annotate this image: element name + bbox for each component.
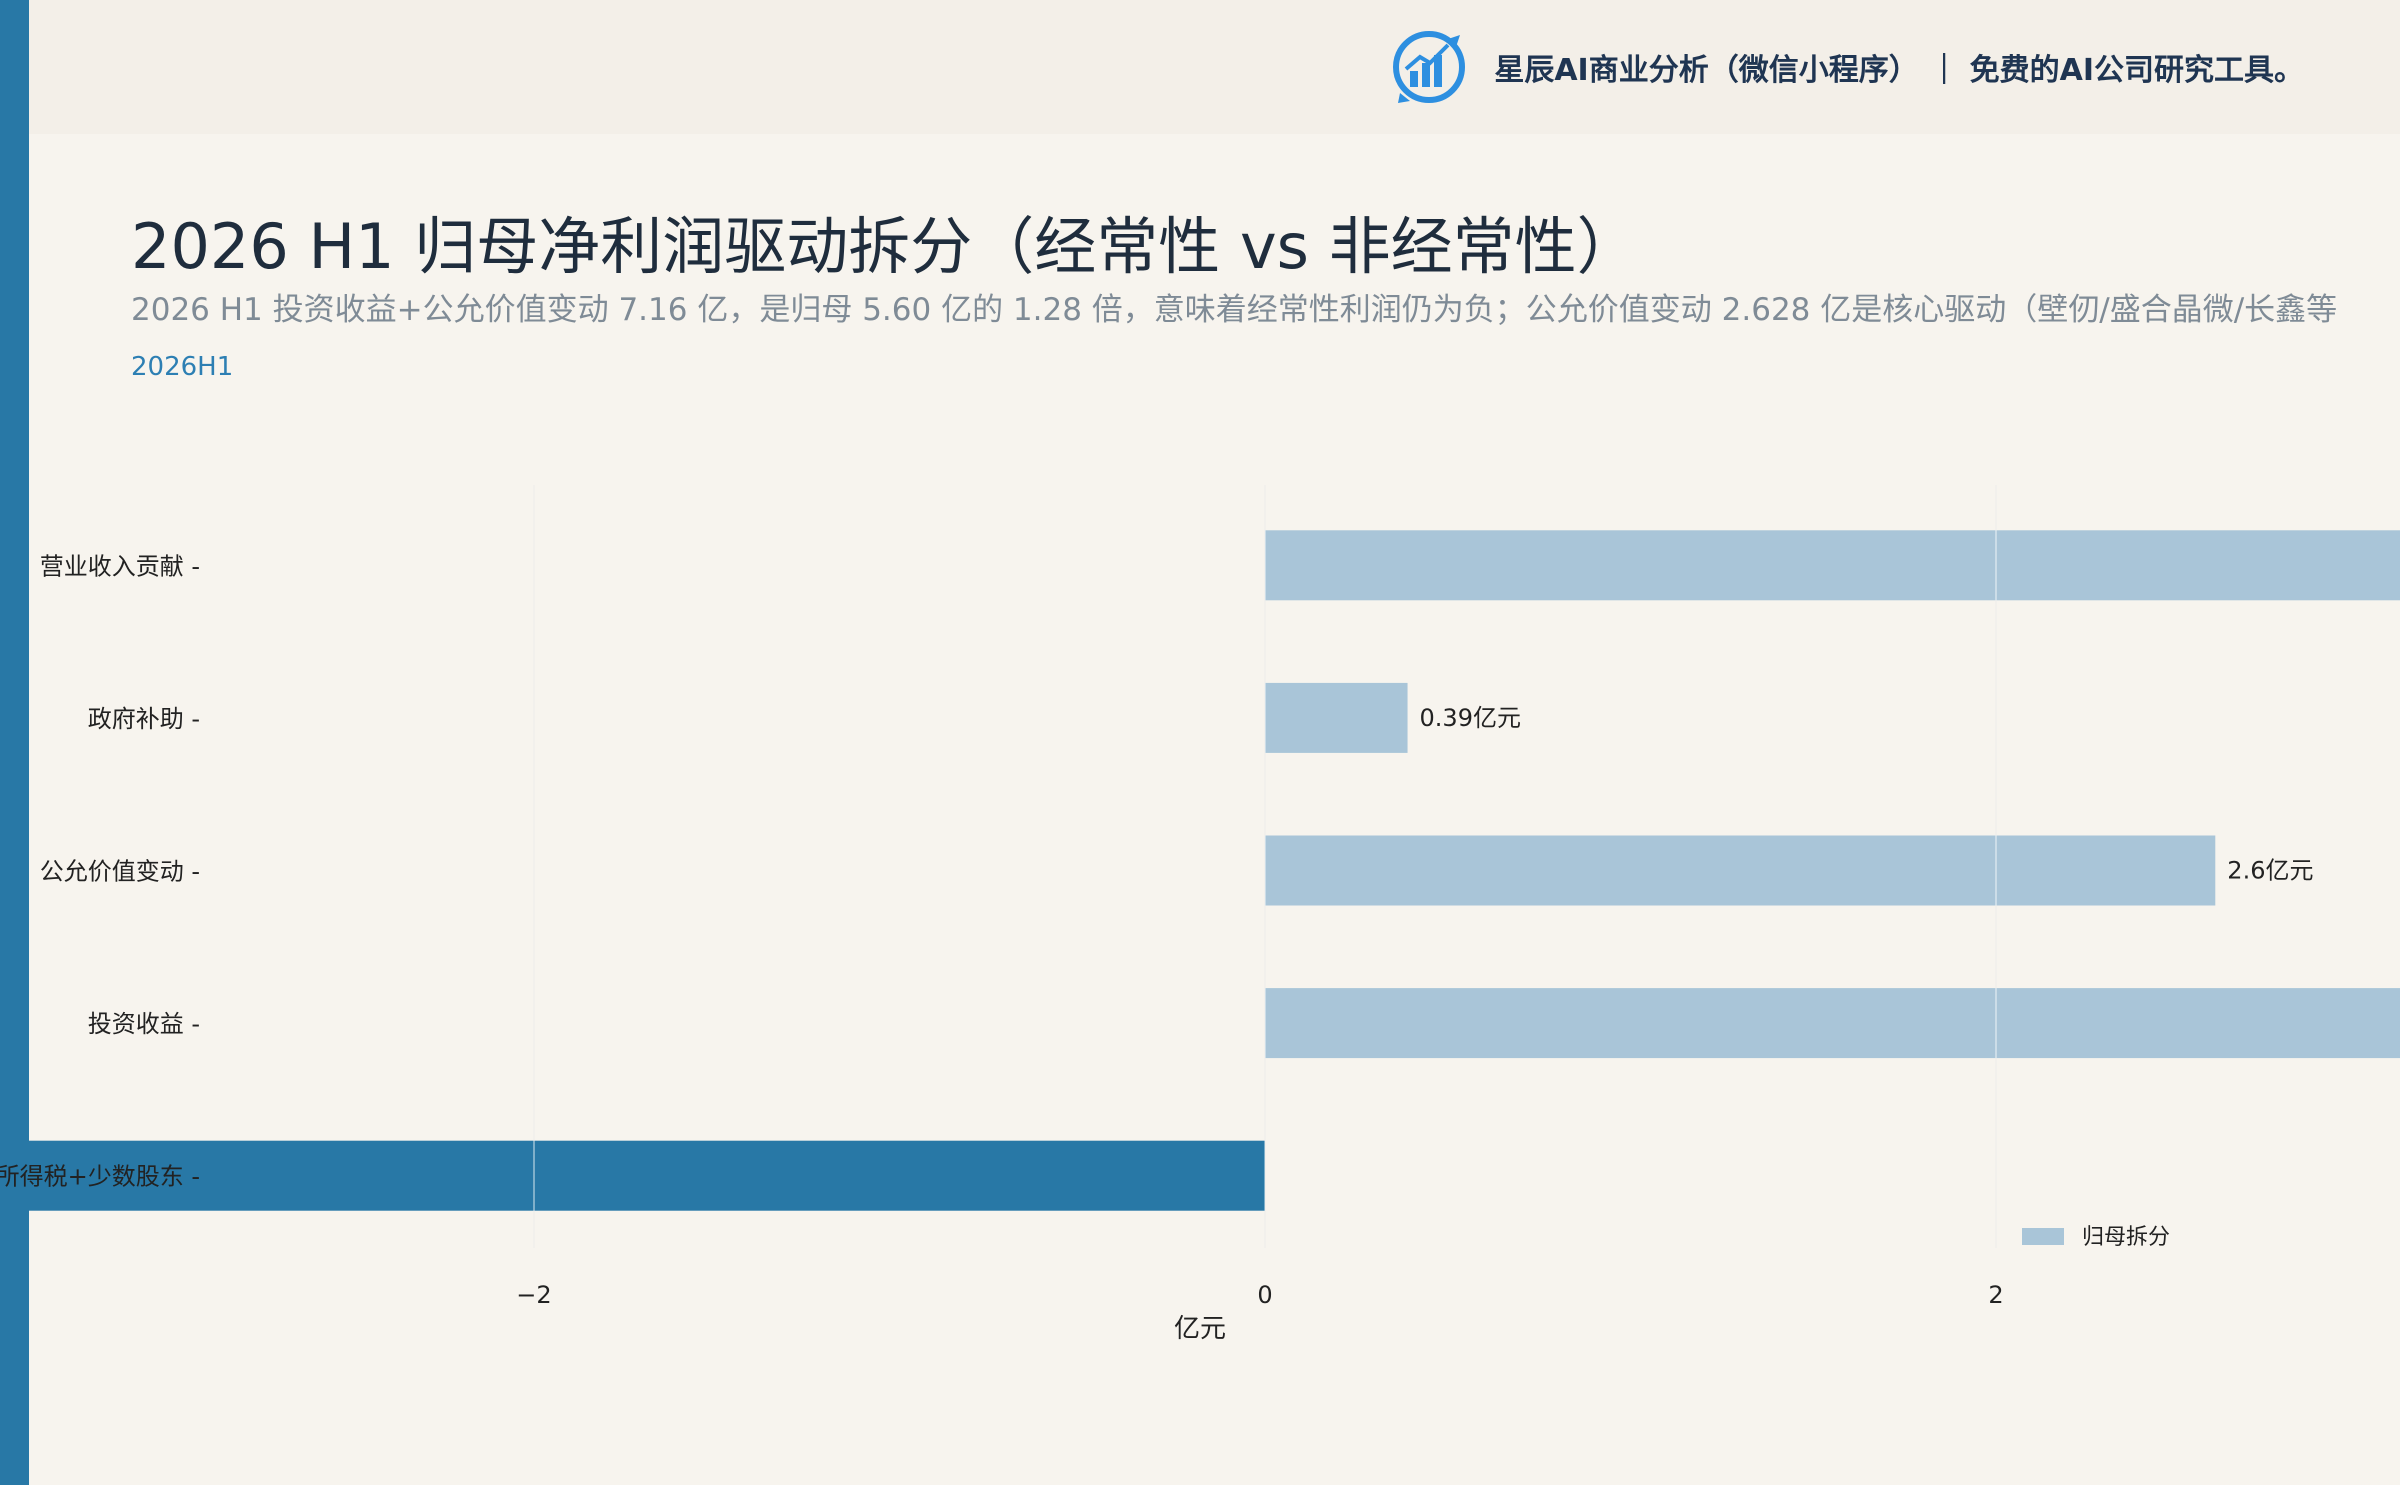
period-label: 2026H1: [131, 352, 234, 382]
x-axis-label: 亿元: [1174, 1314, 1226, 1344]
legend-label: 归母拆分: [2082, 1225, 2170, 1250]
page-subtitle: 2026 H1 投资收益+公允价值变动 7.16 亿，是归母 5.60 亿的 1…: [131, 292, 2338, 328]
bar-0: [1265, 530, 2400, 601]
bar-1: [1265, 682, 1408, 753]
bar-4: [0, 1140, 1265, 1211]
x-tick-label-2: 0: [1257, 1281, 1272, 1309]
value-label-1: 0.39亿元: [1420, 704, 1521, 732]
x-tick-label-1: −2: [516, 1281, 551, 1309]
bar-3: [1265, 988, 2400, 1059]
header-banner: 星辰AI商业分析（微信小程序） ｜ 免费的AI公司研究工具。: [29, 0, 2400, 134]
brand[interactable]: 星辰AI商业分析（微信小程序） ｜ 免费的AI公司研究工具。: [1390, 0, 2304, 134]
bar-2: [1265, 835, 2216, 906]
bars: [0, 530, 2400, 1211]
category-label-4: 所得税+少数股东 -: [0, 1163, 200, 1191]
category-label-1: 政府补助 -: [88, 705, 200, 733]
x-tick-labels: −4−2024: [516, 1281, 2003, 1309]
page-title: 2026 H1 归母净利润驱动拆分（经常性 vs 非经常性）: [131, 210, 1639, 283]
bar-chart-logo-icon: [1393, 31, 1466, 103]
category-labels: 营业收入贡献 - 政府补助 - 公允价值变动 - 投资收益 - 所得税+少数股东 -: [0, 552, 200, 1190]
category-label-3: 投资收益 -: [88, 1010, 200, 1038]
category-label-2: 公允价值变动 -: [40, 858, 200, 886]
category-label-0: 营业收入贡献 -: [40, 552, 200, 580]
legend-swatch: [2022, 1228, 2064, 1245]
brand-text: 星辰AI商业分析（微信小程序） ｜ 免费的AI公司研究工具。: [1494, 53, 2304, 88]
left-accent-bar: [0, 0, 29, 1485]
x-tick-label-3: 2: [1988, 1281, 2003, 1309]
value-label-2: 2.6亿元: [2227, 857, 2313, 885]
legend: 归母拆分: [2022, 1225, 2170, 1250]
